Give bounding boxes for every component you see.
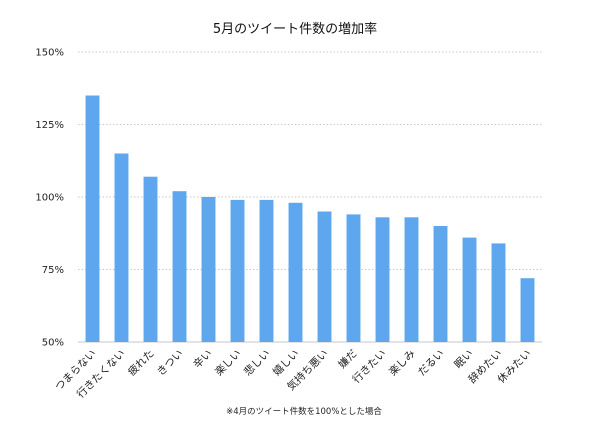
y-axis-ticks: 50% 75% 100% 125% 150% [35,48,64,349]
chart-footnote: ※4月のツイート件数を100%とした場合 [226,406,382,417]
bar [85,95,100,342]
y-tick-label: 150% [35,48,64,59]
y-tick-label: 125% [35,120,64,131]
x-tick-label: きつい [155,348,186,379]
x-tick-label: 眠い [452,348,475,371]
bar [143,176,158,342]
x-tick-label: 嫌だ [336,347,360,371]
bar [259,199,274,342]
bar [317,211,332,342]
bar [346,214,361,342]
chart-title: 5月のツイート件数の増加率 [213,21,377,37]
y-tick-label: 50% [42,338,64,349]
bar [230,199,245,342]
bar [288,202,303,342]
x-tick-label: 悲しい [241,347,272,378]
bars [85,95,535,342]
y-tick-label: 100% [35,193,64,204]
x-tick-label: 楽しい [212,347,243,378]
bar [201,197,216,342]
bar [172,191,187,342]
bar [404,217,419,342]
y-tick-label: 75% [42,265,64,276]
x-tick-label: 楽しみ [386,347,417,378]
bar [520,278,535,342]
bar [114,153,129,342]
bar [433,226,448,342]
bar [375,217,390,342]
x-tick-label: だるい [416,348,447,379]
x-tick-label: 辛い [191,347,215,371]
bar [491,243,506,342]
x-tick-label: 疲れた [125,347,156,378]
bar [462,237,477,342]
